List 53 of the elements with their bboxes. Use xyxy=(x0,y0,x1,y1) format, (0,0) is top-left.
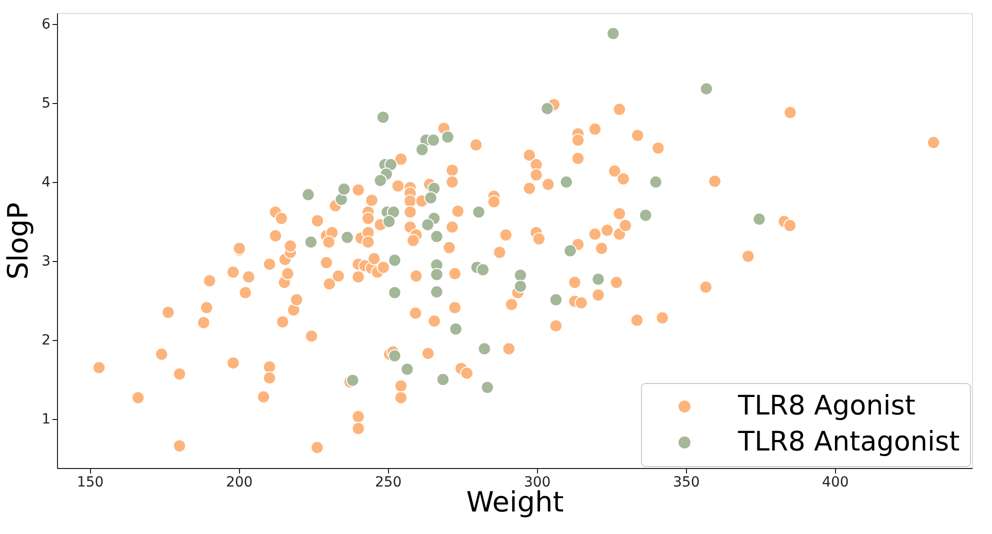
point xyxy=(478,342,492,356)
point xyxy=(540,102,554,116)
y-tick-label: 2 xyxy=(42,332,50,349)
point xyxy=(415,143,429,156)
point xyxy=(400,362,414,376)
point xyxy=(449,322,462,336)
point xyxy=(421,218,434,232)
point xyxy=(564,244,577,258)
x-tick-label: 250 xyxy=(374,474,402,490)
point xyxy=(376,110,390,124)
point xyxy=(424,191,438,204)
point xyxy=(441,130,454,144)
point xyxy=(560,175,573,189)
x-tick-label: 400 xyxy=(822,474,849,490)
point xyxy=(334,192,348,206)
point xyxy=(514,268,528,282)
point xyxy=(592,272,605,286)
point xyxy=(606,26,620,40)
legend-label: TLR8 Antagonist xyxy=(737,426,960,458)
point xyxy=(480,380,494,394)
y-tick-label: 4 xyxy=(42,174,51,191)
point xyxy=(436,372,450,386)
point xyxy=(514,280,528,293)
point xyxy=(346,374,360,387)
y-tick-label: 1 xyxy=(42,412,50,428)
y-tick-label: 5 xyxy=(42,96,50,112)
point xyxy=(340,230,354,244)
point xyxy=(430,268,444,282)
y-tick-label: 3 xyxy=(42,254,50,270)
point xyxy=(430,285,444,298)
point xyxy=(374,174,388,188)
point xyxy=(302,188,315,202)
point xyxy=(426,134,440,147)
point xyxy=(382,214,396,228)
point xyxy=(430,230,444,244)
point xyxy=(304,235,318,249)
point xyxy=(752,212,766,226)
y-axis-title: SlogP xyxy=(2,202,35,280)
point xyxy=(388,254,402,267)
y-tick-label: 6 xyxy=(42,16,51,33)
point xyxy=(549,293,563,306)
point xyxy=(337,182,351,196)
point xyxy=(700,82,714,96)
point xyxy=(639,208,652,222)
point xyxy=(388,286,402,300)
x-tick-label: 350 xyxy=(673,474,700,490)
x-tick-label: 200 xyxy=(226,474,253,490)
legend-label: TLR8 Agonist xyxy=(737,390,916,422)
x-tick-label: 150 xyxy=(76,474,104,490)
point xyxy=(649,175,662,189)
point xyxy=(476,263,490,276)
point xyxy=(388,349,402,362)
point xyxy=(472,205,486,219)
